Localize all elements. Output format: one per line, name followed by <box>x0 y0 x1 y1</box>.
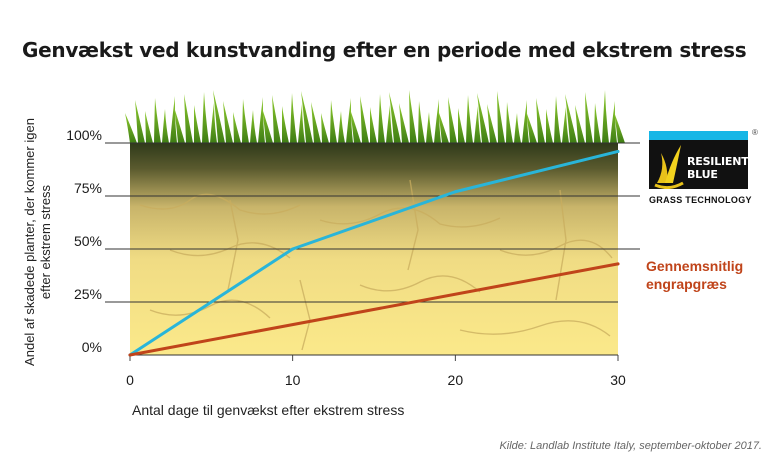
grass-blade <box>233 112 241 143</box>
gridlines <box>105 142 640 356</box>
grass-blade <box>536 98 545 143</box>
grass-blade <box>565 94 577 143</box>
grass-blade <box>258 97 265 143</box>
grass-blade <box>426 112 433 143</box>
y-tick-label: 0% <box>82 339 102 355</box>
series-line-engrapgraes <box>128 262 620 357</box>
grass-blade <box>330 100 337 143</box>
x-tick-label: 0 <box>126 372 134 388</box>
grass-blade <box>418 101 425 143</box>
grass-blade <box>250 110 257 143</box>
grass-blade <box>346 98 353 143</box>
grass-blade <box>438 110 449 143</box>
grass-blade <box>546 109 553 143</box>
grass-blade <box>194 105 201 143</box>
x-tick-labels: 0 10 20 30 <box>126 355 626 388</box>
grass-blade <box>311 102 321 143</box>
grass-blade <box>321 113 329 143</box>
grass-blade <box>477 93 489 143</box>
grass-blade <box>370 107 377 143</box>
grass-blade <box>338 111 345 143</box>
grass-blade <box>145 111 153 143</box>
grass-blade <box>210 103 217 143</box>
chart-title: Genvækst ved kunstvanding efter en perio… <box>22 38 747 62</box>
grass-blade <box>610 101 617 143</box>
grass-blade <box>242 99 249 143</box>
grass-blade <box>585 92 593 143</box>
x-tick-label: 30 <box>610 372 626 388</box>
grass-blade <box>135 100 145 143</box>
data-point <box>453 190 457 194</box>
grass-blade <box>298 104 305 143</box>
grass-blade <box>262 108 273 143</box>
y-tick-label: 50% <box>74 233 102 249</box>
logo-accent-band <box>649 131 748 140</box>
grass-blade <box>350 109 361 143</box>
grass-decoration <box>125 90 625 143</box>
data-point <box>616 149 620 153</box>
grass-blade <box>594 103 601 143</box>
series-label-engrapgraes: Gennemsnitlig engrapgræs <box>646 258 744 292</box>
grass-blade <box>290 93 297 143</box>
y-tick-label: 100% <box>66 127 102 143</box>
grass-blade <box>448 97 457 143</box>
grass-blade <box>162 109 169 143</box>
grass-blade <box>272 95 281 143</box>
grass-blade <box>487 104 497 143</box>
registered-mark: ® <box>752 128 758 137</box>
grass-blade-icon <box>654 145 684 189</box>
grass-blade <box>554 96 561 143</box>
grass-blade <box>575 105 585 143</box>
grass-blade <box>184 94 193 143</box>
grass-blade <box>386 105 393 143</box>
grass-blade <box>174 107 185 143</box>
brand-logo <box>649 131 748 189</box>
grass-blade <box>360 96 369 143</box>
y-axis-label: Andel af skadede planter, der kommer ige… <box>22 118 53 366</box>
grass-blade <box>409 90 417 143</box>
y-tick-labels: 0% 25% 50% 75% 100% <box>66 127 102 355</box>
logo-tagline: GRASS TECHNOLOGY <box>649 195 752 205</box>
grass-blade <box>399 103 409 143</box>
grass-blade <box>497 91 505 143</box>
grass-blade <box>474 106 481 143</box>
source-note: Kilde: Landlab Institute Italy, septembe… <box>499 440 762 452</box>
grass-blade <box>389 92 401 143</box>
grass-blade <box>125 113 137 143</box>
grass-blade <box>526 111 537 143</box>
grass-blade <box>282 106 289 143</box>
grass-blade <box>602 90 609 143</box>
grass-blade <box>170 96 177 143</box>
grass-blade <box>202 92 209 143</box>
data-point <box>291 247 295 251</box>
grass-blade <box>506 102 513 143</box>
grass-blade <box>434 99 441 143</box>
grass-blade <box>466 95 473 143</box>
y-tick-label: 25% <box>74 286 102 302</box>
y-tick-label: 75% <box>74 180 102 196</box>
logo-word-resilient: RESILIENT <box>687 155 749 168</box>
grass-blade <box>378 94 385 143</box>
grass-blade <box>213 90 225 143</box>
grass-blade <box>154 98 161 143</box>
series-lines <box>128 149 620 357</box>
logo-word-blue: BLUE <box>687 168 718 181</box>
grass-blade <box>614 112 625 143</box>
grass-blade <box>458 108 465 143</box>
grass-blade <box>522 100 529 143</box>
series-line-resilient-blue <box>128 149 620 357</box>
grass-blade <box>562 107 569 143</box>
grass-blade <box>514 113 521 143</box>
data-point <box>128 353 132 357</box>
x-tick-label: 10 <box>285 372 301 388</box>
data-point <box>616 262 620 266</box>
x-axis-label: Antal dage til genvækst efter ekstrem st… <box>132 402 405 418</box>
x-tick-label: 20 <box>448 372 464 388</box>
grass-blade <box>301 91 313 143</box>
grass-blade <box>223 101 233 143</box>
